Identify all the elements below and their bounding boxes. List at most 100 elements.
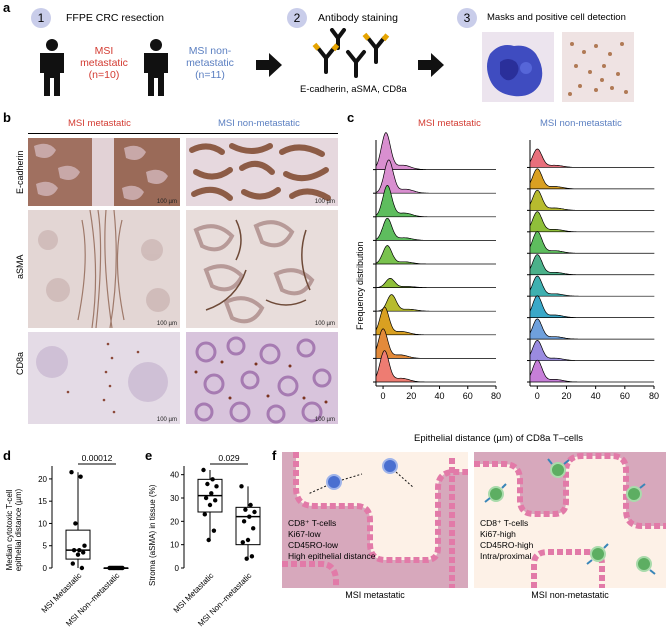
box-data-point: [78, 474, 83, 479]
panel-label-e: e: [145, 448, 153, 463]
ridge-density: [375, 278, 496, 288]
ridge-density: [529, 359, 654, 383]
schematic-non-metastatic: CD8⁺ T-cells Ki67-high CD45RO-high Intra…: [474, 452, 666, 588]
ridge-x-tick-label: 60: [620, 391, 630, 401]
panel-c-xlabel: Epithelial distance (µm) of CD8a T–cells: [414, 433, 583, 444]
panel-b-col2-title: MSI non-metastatic: [218, 118, 300, 129]
panel-e-ylabel: Stroma (aSMA) in tissue (%): [148, 484, 157, 586]
ridge-plot-non-metastatic: 0 20 40 60 80: [527, 140, 659, 401]
scale-bar-label: 100 µm: [314, 417, 335, 423]
ridge-density: [529, 254, 655, 276]
ihc-asma-non-metastatic: 100 µm: [186, 210, 338, 328]
ridge-x-tick-label: 0: [535, 391, 540, 401]
ridge-density: [375, 185, 496, 218]
person-icon-metastatic: [40, 39, 64, 96]
box-y-tick-label: 40: [170, 471, 179, 480]
box-data-point: [70, 561, 75, 566]
panel-c-ylabel: Frequency distribution: [355, 241, 365, 330]
box-data-point: [82, 543, 87, 548]
box-y-tick-label: 15: [38, 497, 47, 506]
ridge-density: [529, 168, 655, 190]
box-data-point: [213, 498, 218, 503]
box-y-tick-label: 20: [38, 475, 47, 484]
p-value-label: 0.029: [218, 453, 240, 463]
metastatic-feature-1: CD8⁺ T-cells: [288, 518, 337, 528]
panel-d-ylabel: Median cytotoxic T-cell epithelial dista…: [5, 460, 23, 600]
schematic-metastatic-caption: MSI metastatic: [345, 590, 405, 600]
ridge-x-tick-label: 40: [591, 391, 601, 401]
box-data-point: [207, 502, 213, 508]
ridge-density: [529, 231, 655, 254]
ridge-density: [529, 318, 655, 340]
metastatic-features: CD8⁺ T-cells Ki67-low CD45RO-low High ep…: [288, 518, 375, 562]
box-y-tick-label: 5: [43, 542, 48, 551]
panel-d-ylabel-line2: epithelial distance (µm): [14, 488, 23, 572]
group-metastatic-label: MSI metastatic (n=10): [78, 45, 130, 81]
box-data-point: [71, 547, 77, 553]
step3-title: Masks and positive cell detection: [487, 12, 626, 23]
ridge-density: [375, 245, 496, 265]
step1-title: FFPE CRC resection: [66, 12, 165, 24]
schematic-metastatic: CD8⁺ T-cells Ki67-low CD45RO-low High ep…: [282, 452, 468, 588]
panel-label-c: c: [347, 110, 355, 125]
row-label-cd8a: CD8a: [15, 351, 25, 375]
non-metastatic-feature-3: CD45RO-high: [480, 540, 534, 550]
non-metastatic-feature-4: Intra/proximal: [480, 551, 532, 561]
ihc-asma-metastatic: 100 µm: [28, 210, 180, 328]
group-non-metastatic-line1: MSI non-: [188, 45, 232, 57]
box-data-point: [117, 565, 123, 571]
box-data-point: [73, 521, 78, 526]
schematic-non-metastatic-caption: MSI non-metastatic: [531, 590, 609, 600]
ridge-x-tick-label: 80: [491, 391, 501, 401]
box-data-point: [241, 519, 247, 524]
non-metastatic-features: CD8⁺ T-cells Ki67-high CD45RO-high Intra…: [480, 518, 533, 562]
scale-bar-label: 100 µm: [156, 199, 177, 205]
box-y-tick-label: 30: [170, 494, 179, 503]
panel-b-col1-title: MSI metastatic: [68, 118, 131, 129]
box-data-point: [79, 565, 85, 571]
group-metastatic-line2: metastatic: [80, 57, 128, 69]
box-data-point: [243, 507, 248, 512]
ridge-x-tick-label: 20: [561, 391, 571, 401]
group-non-metastatic-label: MSI non- metastatic (n=11): [180, 45, 240, 81]
box-y-tick-label: 0: [175, 564, 180, 573]
non-metastatic-feature-2: Ki67-high: [480, 529, 516, 539]
panel-label-d: d: [3, 448, 11, 463]
box-data-point: [248, 502, 253, 508]
ridge-density: [529, 148, 655, 168]
ridge-plot-metastatic: 0 20 40 60 80: [373, 132, 501, 401]
ridge-density: [375, 132, 496, 170]
box-data-point: [249, 554, 255, 559]
ridge-density: [529, 211, 655, 233]
metastatic-feature-4: High epithelial distance: [288, 551, 376, 561]
ridge-density: [529, 295, 655, 318]
box-data-point: [202, 512, 207, 517]
arrow-right-icon-2: [418, 53, 444, 77]
panel-b-header-line: [28, 133, 338, 134]
ihc-cd8a-non-metastatic: 100 µm: [186, 332, 338, 424]
scale-bar-label: 100 µm: [156, 321, 177, 327]
ridge-x-tick-label: 80: [649, 391, 659, 401]
box-data-point: [239, 484, 244, 489]
panel-label-a: a: [3, 0, 11, 15]
panel-label-f: f: [272, 448, 277, 463]
scale-bar-label: 100 µm: [314, 199, 335, 205]
box-data-point: [69, 470, 74, 475]
step2-markers: E-cadherin, aSMA, CD8a: [300, 84, 407, 95]
box-data-point: [203, 495, 209, 501]
arrow-right-icon: [256, 53, 282, 77]
box-data-point: [108, 565, 114, 571]
ridge-x-tick-label: 40: [435, 391, 445, 401]
scale-bar-label: 100 µm: [314, 321, 335, 327]
box-data-point: [240, 540, 245, 545]
box-data-point: [81, 550, 86, 555]
box-y-tick-label: 20: [170, 517, 179, 526]
non-metastatic-feature-1: CD8⁺ T-cells: [480, 518, 529, 528]
ridge-density: [375, 217, 496, 241]
ihc-ecadherin-metastatic: 100 µm: [28, 138, 180, 206]
box-data-point: [205, 481, 210, 487]
ridge-x-tick-label: 60: [463, 391, 473, 401]
step2-title: Antibody staining: [318, 12, 398, 24]
step-1-badge: 1: [31, 8, 51, 28]
